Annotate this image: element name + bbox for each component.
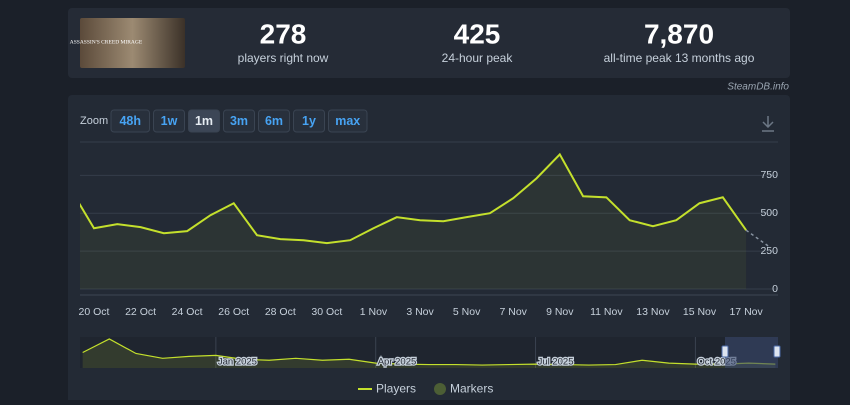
x-tick-label: 30 Oct bbox=[311, 306, 342, 318]
line-partial bbox=[745, 229, 770, 248]
legend-marker[interactable] bbox=[434, 383, 446, 395]
x-tick-label: 1 Nov bbox=[360, 306, 388, 318]
zoom-button-label[interactable]: 1w bbox=[161, 114, 178, 128]
y-tick-label: 750 bbox=[760, 169, 778, 181]
x-tick-label: 3 Nov bbox=[406, 306, 434, 318]
zoom-button-label[interactable]: 1y bbox=[302, 114, 316, 128]
x-tick-label: 13 Nov bbox=[636, 306, 670, 318]
legend-label[interactable]: Players bbox=[376, 382, 416, 396]
navigator-tick-label: Jan 2025 bbox=[218, 357, 257, 368]
zoom-button[interactable] bbox=[153, 109, 185, 133]
navigator-line bbox=[82, 338, 776, 366]
zoom-button[interactable] bbox=[328, 109, 368, 133]
x-tick-label: 5 Nov bbox=[453, 306, 481, 318]
plot-area bbox=[80, 152, 770, 289]
download-icon[interactable] bbox=[762, 116, 774, 132]
zoom-button[interactable] bbox=[223, 109, 255, 133]
x-tick-label: 17 Nov bbox=[729, 306, 763, 318]
zoom-button-label[interactable]: 48h bbox=[119, 114, 141, 128]
x-tick-label: 26 Oct bbox=[218, 306, 249, 318]
x-tick-label: 28 Oct bbox=[265, 306, 296, 318]
stat-value: 278 bbox=[260, 18, 307, 49]
zoom-button[interactable] bbox=[293, 109, 325, 133]
navigator-area bbox=[82, 338, 776, 368]
x-tick-label: 24 Oct bbox=[172, 306, 203, 318]
x-tick-label: 22 Oct bbox=[125, 306, 156, 318]
stats-card bbox=[68, 8, 790, 78]
x-tick-label: 7 Nov bbox=[499, 306, 527, 318]
download-glyph[interactable] bbox=[762, 116, 774, 132]
navigator-tick-label: Apr 2025 bbox=[378, 357, 417, 368]
zoom-button[interactable] bbox=[110, 109, 150, 133]
zoom-button-label[interactable]: 3m bbox=[230, 114, 248, 128]
zoom-button[interactable] bbox=[258, 109, 290, 133]
zoom-button-label[interactable]: max bbox=[335, 114, 360, 128]
stat-label: 24-hour peak bbox=[442, 51, 514, 65]
game-logo: ASSASSIN'S CREED MIRAGE bbox=[70, 39, 143, 45]
navigator-selection[interactable] bbox=[725, 337, 778, 368]
y-tick-label: 0 bbox=[772, 283, 778, 295]
navigator-handle[interactable] bbox=[773, 345, 781, 358]
zoom-label: Zoom bbox=[80, 115, 108, 127]
line-area bbox=[80, 154, 747, 289]
zoom-button[interactable] bbox=[188, 109, 220, 133]
y-tick-label: 500 bbox=[760, 207, 778, 219]
y-tick-label: 250 bbox=[760, 245, 778, 257]
stat-label: players right now bbox=[238, 51, 329, 65]
navigator-handle[interactable] bbox=[721, 345, 729, 358]
credit[interactable]: SteamDB.info bbox=[727, 82, 789, 93]
x-tick-label: 11 Nov bbox=[590, 306, 623, 318]
stat-label: all-time peak 13 months ago bbox=[604, 51, 755, 65]
stat-value: 7,870 bbox=[644, 18, 714, 49]
x-tick-label: 15 Nov bbox=[683, 306, 717, 318]
zoom-button-label[interactable]: 6m bbox=[265, 114, 283, 128]
legend-label[interactable]: Markers bbox=[450, 382, 493, 396]
stat-value: 425 bbox=[454, 18, 501, 49]
line bbox=[80, 152, 747, 245]
chart-card bbox=[68, 95, 790, 405]
x-tick-label: 20 Oct bbox=[79, 306, 110, 318]
game-image bbox=[80, 18, 185, 68]
navigator-tick-label: Jul 2025 bbox=[538, 357, 574, 368]
zoom-button-label[interactable]: 1m bbox=[195, 114, 213, 128]
x-tick-label: 9 Nov bbox=[546, 306, 574, 318]
